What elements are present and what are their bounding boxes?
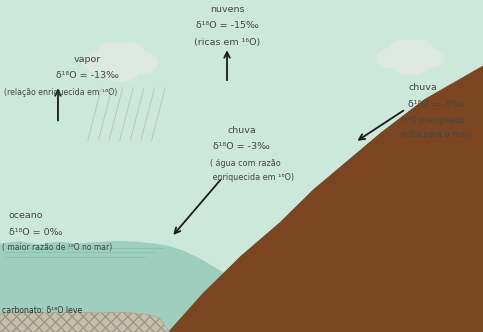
Text: ( maior razão de ¹⁸O no mar): ( maior razão de ¹⁸O no mar) — [2, 243, 113, 252]
Ellipse shape — [416, 48, 443, 67]
Text: chuva: chuva — [227, 126, 256, 135]
Text: δ¹⁸O = -3‰: δ¹⁸O = -3‰ — [213, 142, 270, 151]
Ellipse shape — [127, 52, 157, 73]
Text: (ricas em ¹⁶O): (ricas em ¹⁶O) — [194, 38, 260, 47]
Ellipse shape — [110, 43, 132, 58]
Ellipse shape — [408, 40, 431, 56]
Text: (relação enriquecida em ¹⁶O): (relação enriquecida em ¹⁶O) — [4, 88, 117, 97]
Ellipse shape — [391, 48, 430, 75]
Polygon shape — [0, 312, 169, 332]
Text: (¹⁶O precipitado: (¹⁶O precipitado — [401, 116, 465, 125]
Ellipse shape — [99, 52, 142, 81]
Ellipse shape — [400, 40, 421, 54]
Text: enriquecida em ¹⁶O): enriquecida em ¹⁶O) — [210, 173, 294, 182]
Polygon shape — [0, 241, 232, 332]
Text: δ¹⁸O = -5‰: δ¹⁸O = -5‰ — [408, 100, 465, 109]
Text: vapor: vapor — [73, 54, 100, 63]
Ellipse shape — [118, 43, 143, 60]
Text: δ¹⁸O = -13‰: δ¹⁸O = -13‰ — [56, 71, 118, 80]
Text: chuva: chuva — [408, 83, 437, 92]
Text: δ¹⁸O = 0‰: δ¹⁸O = 0‰ — [9, 228, 62, 237]
Ellipse shape — [84, 52, 114, 73]
Text: ( água com razão: ( água com razão — [210, 159, 281, 168]
Text: volta para o mar): volta para o mar) — [401, 130, 471, 139]
Text: carbonato: δ¹⁸O leve: carbonato: δ¹⁸O leve — [2, 306, 83, 315]
Polygon shape — [169, 66, 483, 332]
Text: oceano: oceano — [9, 211, 43, 220]
Ellipse shape — [98, 43, 123, 60]
Ellipse shape — [390, 40, 413, 56]
Text: δ¹⁸O = -15‰: δ¹⁸O = -15‰ — [196, 21, 258, 30]
Ellipse shape — [378, 48, 405, 67]
Text: nuvens: nuvens — [210, 5, 244, 14]
